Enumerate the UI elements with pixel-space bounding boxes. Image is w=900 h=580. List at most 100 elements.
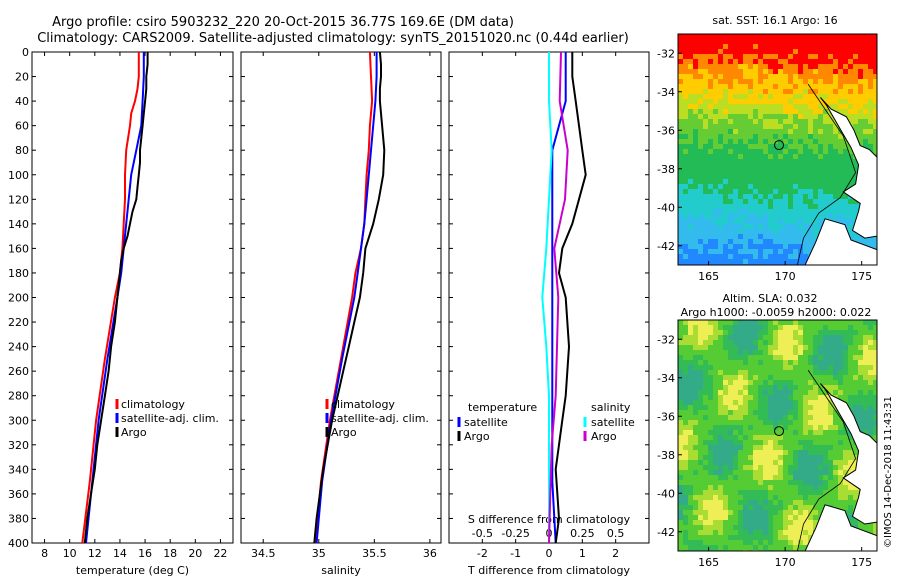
x-tick-label: 35 [312,547,326,560]
secondary-tick-label: 0.25 [570,527,595,540]
y-tick-label: 60 [15,120,29,133]
series-s-argo [548,51,569,544]
y-tick-label: 200 [8,292,29,305]
y-tick-label: -38 [657,163,675,176]
x-tick-label: 2 [612,547,619,560]
credit-text: ©IMOS 14-Dec-2018 11:43:31 [883,396,894,548]
plot-frame [31,51,234,544]
y-tick-label: 220 [8,316,29,329]
series-satellite-adj-clim- [85,52,145,544]
x-tick-label: 34.5 [251,547,276,560]
y-tick-label: 260 [8,365,29,378]
land-mass [820,383,877,525]
series-s-satellite [541,52,553,543]
y-tick-label: -36 [657,124,675,137]
x-tick-label: 175 [851,270,872,283]
x-axis-label: temperature (deg C) [76,564,189,577]
y-tick-label: 400 [8,537,29,550]
x-tick-label: 36 [423,547,437,560]
y-tick-label: 340 [8,463,29,476]
y-tick-label: 280 [8,390,29,403]
secondary-tick-label: -0.5 [472,527,493,540]
legend-label: Argo [121,426,147,439]
title-line-2: Climatology: CARS2009. Satellite-adjuste… [37,31,629,46]
sla-map-panel: 165 170 175 -32 -34 -36 -38 -40 -42 [657,319,878,569]
x-tick-label: -2 [477,547,488,560]
temperature-panel: 0 20 40 60 80 100 120 140 160 180 200 220 240 260 280 3… [8,46,234,577]
x-tick-label: 175 [851,556,872,569]
x-tick-label: 165 [698,270,719,283]
legend-label: satellite-adj. clim. [121,412,219,425]
x-tick-label: 10 [63,547,77,560]
y-tick-label: 300 [8,414,29,427]
x-tick-label: 20 [188,547,202,560]
y-tick-label: 40 [15,95,29,108]
legend-label: Argo [464,430,490,443]
plot-frame [240,51,442,544]
legend-label: satellite-adj. clim. [331,412,429,425]
y-tick-label: 0 [22,46,29,59]
series-t-argo [554,52,587,544]
x-tick-label: 22 [213,547,227,560]
x-tick-label: 1 [579,547,586,560]
y-tick-label: -40 [657,487,675,500]
x-tick-label: 12 [88,547,102,560]
sla-map-title-2: Argo h1000: -0.0059 h2000: 0.022 [681,306,872,319]
y-tick-label: 120 [8,193,29,206]
salinity-panel: 34.5 35 35.5 36 salinity climatologysatellite… [240,51,442,577]
series-satellite-adj-clim- [315,52,378,544]
x-tick-label: 165 [698,556,719,569]
y-tick-label: 140 [8,218,29,231]
legend-label: climatology [121,398,185,411]
y-tick-label: 100 [8,169,29,182]
x-tick-label: 16 [138,547,152,560]
land-mass [804,504,877,551]
sst-map-title: sat. SST: 16.1 Argo: 16 [712,14,837,27]
legend-title: salinity [591,401,631,414]
x-tick-label: 14 [113,547,127,560]
x-tick-label: 18 [163,547,177,560]
y-tick-label: 240 [8,341,29,354]
y-tick-label: 80 [15,144,29,157]
y-tick-label: 360 [8,488,29,501]
y-tick-label: -40 [657,201,675,214]
x-tick-label: 170 [775,270,796,283]
legend-label: climatology [331,398,395,411]
sla-map-title-1: Altim. SLA: 0.032 [722,292,817,305]
depth-contour [797,83,857,265]
y-tick-label: -42 [657,526,675,539]
x-tick-label: 170 [775,556,796,569]
secondary-tick-label: 0.5 [607,527,625,540]
map-frame [677,33,878,266]
title-line-1: Argo profile: csiro 5903232_220 20-Oct-2… [52,15,514,30]
y-tick-label: -42 [657,240,675,253]
legend-label: Argo [591,430,617,443]
x-tick-label: -1 [510,547,521,560]
y-tick-label: 180 [8,267,29,280]
y-tick-label: -34 [657,372,675,385]
x-axis-label: T difference from climatology [467,564,630,577]
x-tick-label: 35.5 [362,547,387,560]
x-tick-label: 0 [546,547,553,560]
legend-label: satellite [464,416,508,429]
y-tick-label: -32 [657,47,675,60]
depth-contour [797,369,857,551]
y-tick-label: 380 [8,512,29,525]
sst-map-panel: 165 170 175 -32 -34 -36 -38 -40 -42 [657,33,878,283]
secondary-tick-label: -0.25 [501,527,529,540]
x-tick-label: 8 [41,547,48,560]
y-tick-label: -36 [657,410,675,423]
legend-title: temperature [468,401,537,414]
sla-field [678,320,877,551]
y-tick-label: -34 [657,86,675,99]
y-tick-label: -32 [657,333,675,346]
x-axis-label: salinity [321,564,361,577]
map-frame [677,319,878,552]
series-climatology [81,52,140,544]
y-tick-label: 160 [8,242,29,255]
y-tick-label: 20 [15,71,29,84]
y-tick-label: -38 [657,449,675,462]
series-argo [313,51,386,544]
